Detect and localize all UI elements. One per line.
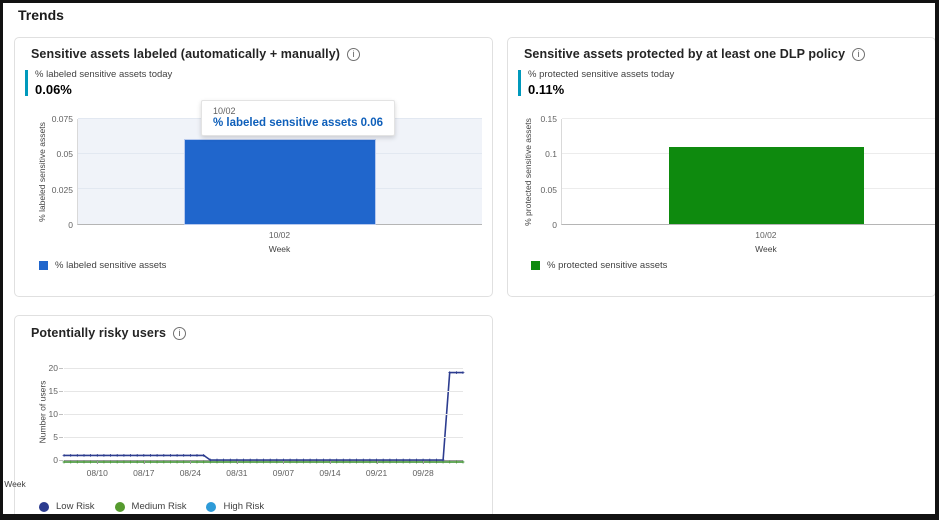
gridline [64,437,463,438]
x-tick-label: 10/02 [268,230,291,240]
x-tick-label: 08/10 [86,468,108,478]
legend-dot [39,501,49,512]
kpi-labeled-today: % labeled sensitive assets today 0.06% [25,69,172,97]
x-tick-label: 08/17 [133,468,155,478]
chart-legend: Low Risk Medium Risk High Risk [39,501,264,512]
card-title: Sensitive assets labeled (automatically … [31,47,341,61]
legend-dot [114,501,125,512]
y-tick-mark [59,460,63,461]
x-tick-mark [236,461,238,464]
y-tick-label: 20 [48,363,58,373]
legend-swatch [531,261,540,270]
card-sensitive-assets-protected: Sensitive assets protected by at least o… [507,37,937,297]
y-tick-label: 0.15 [540,114,557,124]
info-icon[interactable] [347,47,361,61]
x-tick-mark [376,461,378,464]
chart-legend: % labeled sensitive assets [39,260,166,271]
x-axis-ticks: 08/10 08/17 08/24 08/31 09/07 09/14 09/21 09/28 [64,468,463,478]
card-title: Sensitive assets protected by at least o… [524,47,846,61]
kpi-protected-today: % protected sensitive assets today 0.11% [518,69,674,97]
y-tick-label: 0.075 [51,114,73,124]
y-tick-mark [59,368,63,369]
y-axis-ticks: 0 0.025 0.05 0.075 [15,114,73,230]
legend-label: Medium Risk [131,501,187,512]
legend-item-high-risk: High Risk [206,501,264,512]
x-tick-mark [190,461,192,464]
info-icon[interactable] [852,47,866,61]
legend-label: % labeled sensitive assets [55,260,167,271]
x-tick-mark [423,461,425,464]
legend-label: Low Risk [56,501,95,512]
gridline [64,414,463,415]
chart-bar[interactable] [668,147,864,224]
x-tick-mark [283,461,285,464]
legend-dot [206,501,217,512]
legend-label: % protected sensitive assets [547,260,668,271]
x-tick-mark [97,461,99,464]
y-tick-label: 0 [53,455,58,465]
x-axis-title: Week [755,244,777,254]
x-tick-mark [330,461,331,464]
kpi-accent-bar [25,70,28,96]
x-axis-title: Week [268,244,291,254]
y-tick-mark [59,437,63,438]
x-tick-label: 09/28 [412,468,434,478]
y-tick-mark [59,391,63,392]
kpi-label: % protected sensitive assets today [528,69,675,80]
card-sensitive-assets-labeled: Sensitive assets labeled (automatically … [14,37,493,297]
legend-swatch [39,261,48,270]
chart-bar[interactable] [184,139,376,225]
x-tick-label: 09/07 [272,468,295,478]
y-tick-mark [59,414,63,415]
legend-label: High Risk [223,501,265,512]
series-line-low-risk[interactable] [64,371,463,461]
x-tick-label: 08/31 [226,468,248,478]
x-tick-label: 09/14 [319,468,341,478]
gridline [64,391,463,392]
y-tick-label: 0.025 [51,184,73,195]
y-axis-ticks: 0 5 10 15 20 [15,363,58,465]
legend-item: % labeled sensitive assets [39,260,166,271]
kpi-label: % labeled sensitive assets today [35,69,173,80]
y-tick-label: 0 [552,220,557,230]
y-tick-label: 0.05 [56,149,73,160]
page-title: Trends [18,7,64,23]
x-tick-mark [143,461,145,464]
y-tick-label: 0 [68,220,73,230]
card-potentially-risky-users: Potentially risky users Number of users … [4,315,493,520]
gridline [64,368,463,369]
y-tick-label: 0.05 [540,184,557,195]
risk-lines-chart[interactable] [62,363,465,467]
tooltip-date: 10/02 [213,106,236,116]
kpi-value: 0.11% [528,82,565,97]
legend-item: % protected sensitive assets [531,260,667,271]
kpi-value: 0.06% [35,82,72,97]
info-icon[interactable] [173,326,187,340]
y-tick-label: 5 [53,432,58,442]
x-axis-title: Week [4,479,26,489]
x-tick-label: 09/21 [365,468,388,478]
gridline [562,118,937,119]
x-tick-label: 08/24 [179,468,201,478]
plot-area[interactable] [561,118,937,225]
y-tick-label: 10 [48,409,58,419]
tooltip-value: % labeled sensitive assets 0.06 [213,117,384,129]
series-markers-low-risk [62,371,465,462]
y-axis-ticks: 0 0.05 0.1 0.15 [508,114,557,230]
chart-tooltip: 10/02 % labeled sensitive assets 0.06 [201,100,396,136]
legend-item-medium-risk: Medium Risk [114,501,187,512]
card-title: Potentially risky users [31,326,167,340]
y-tick-label: 0.1 [545,149,557,160]
x-tick-label: 10/02 [755,230,777,240]
y-tick-label: 15 [48,386,58,396]
legend-item-low-risk: Low Risk [39,501,95,512]
kpi-accent-bar [518,70,521,96]
chart-legend: % protected sensitive assets [531,260,667,271]
plot-area[interactable] [77,118,482,225]
plot-area[interactable] [59,363,465,464]
